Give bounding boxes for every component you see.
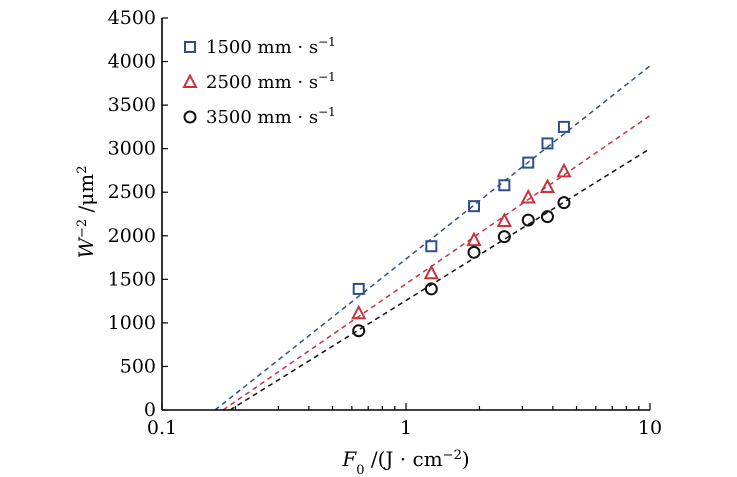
legend-marker-2 — [182, 73, 198, 88]
data-point — [521, 213, 535, 227]
x-tick-label: 10 — [638, 417, 662, 439]
data-point — [351, 304, 367, 320]
legend-marker-1 — [184, 41, 196, 53]
data-point — [466, 231, 482, 247]
x-axis-label: F0 /(J · cm−2) — [341, 447, 469, 477]
y-tick-label: 4000 — [108, 51, 156, 73]
fit-line-series-3 — [229, 148, 650, 410]
y-tick-label: 1500 — [108, 268, 156, 290]
x-tick-label: 1 — [400, 417, 412, 439]
data-point — [522, 156, 535, 169]
x-tick-label: 0.1 — [147, 417, 177, 439]
y-axis-label: W−2 /μm2 — [74, 165, 98, 258]
fit-lines — [214, 65, 650, 410]
data-point — [557, 120, 570, 133]
fit-line-series-2 — [222, 114, 650, 410]
y-tick-label: 500 — [120, 355, 156, 377]
data-point — [424, 282, 438, 296]
y-tick-label: 1000 — [108, 312, 156, 334]
plot-area — [214, 65, 650, 410]
series-2 — [351, 162, 572, 320]
series-1 — [352, 120, 570, 295]
legend-marker-3 — [183, 110, 197, 124]
data-point — [352, 324, 366, 338]
y-tick-label: 3500 — [108, 94, 156, 116]
data-point — [423, 264, 439, 280]
data-point — [520, 188, 536, 204]
legend: 1500 mm · s−1 2500 mm · s−1 3500 mm · s−1 — [182, 35, 336, 128]
series-3 — [352, 196, 571, 338]
legend-label-1: 1500 mm · s−1 — [206, 35, 336, 58]
fit-line-series-1 — [214, 65, 650, 410]
y-tick-label: 2500 — [108, 181, 156, 203]
y-tick-label: 3000 — [108, 138, 156, 160]
data-point — [556, 162, 572, 178]
data-point — [541, 137, 554, 150]
data-point — [425, 240, 438, 253]
data-point — [498, 179, 511, 192]
data-point — [539, 178, 556, 193]
legend-label-3: 3500 mm · s−1 — [206, 105, 336, 128]
data-point — [497, 230, 511, 244]
data-point — [352, 282, 365, 295]
legend-label-2: 2500 mm · s−1 — [206, 70, 336, 93]
data-point — [496, 212, 513, 227]
axis-ticks: 0 500 1000 1500 2000 2500 3000 3500 4000 4500 0.1 1… — [108, 7, 662, 439]
y-tick-label: 2000 — [108, 225, 156, 247]
y-tick-label: 0 — [144, 399, 156, 421]
data-point — [557, 196, 571, 210]
data-point — [468, 200, 481, 213]
data-point — [467, 245, 481, 259]
data-point — [540, 210, 554, 224]
y-tick-label: 4500 — [108, 7, 156, 29]
